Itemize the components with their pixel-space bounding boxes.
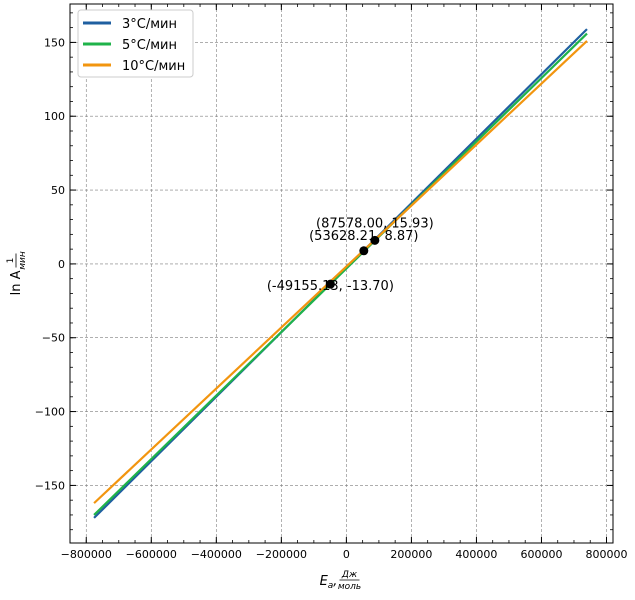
ticks-layer: −800000 −600000 −400000 −200000 0 200000 40000…: [35, 4, 627, 561]
point-label-1: (-49155.13, -13.70): [267, 279, 394, 294]
y-tick-label: 0: [58, 258, 65, 271]
x-tick-label: −400000: [191, 548, 242, 561]
x-axis-symbol: E: [320, 574, 329, 589]
x-tick-label: 400000: [455, 548, 497, 561]
points-layer: [325, 235, 380, 289]
x-tick-label: −600000: [126, 548, 177, 561]
x-tick-label: −200000: [256, 548, 307, 561]
y-axis-label-main: ln A: [9, 270, 24, 295]
x-tick-label: 800000: [585, 548, 627, 561]
intersection-point-3: [370, 235, 380, 245]
y-tick-label: −50: [42, 332, 65, 345]
y-axis-unit-numerator: 1: [6, 258, 16, 264]
x-tick-label: 200000: [390, 548, 432, 561]
x-axis-unit: Дж моль: [338, 570, 361, 592]
y-tick-label: −150: [35, 479, 65, 492]
series-line-2: [93, 32, 588, 516]
x-axis-label: Ea,: [320, 574, 338, 591]
legend-label-10c: 10°C/мин: [122, 59, 185, 74]
x-tick-label: 600000: [520, 548, 562, 561]
intersection-point-2: [359, 246, 369, 256]
legend-label-5c: 5°C/мин: [122, 38, 177, 53]
plot-frame: [69, 3, 614, 544]
legend: 3°C/мин 5°C/мин 10°C/мин: [77, 9, 194, 78]
point-label-3: (87578.00, 15.93): [316, 216, 434, 231]
y-tick-label: 50: [51, 184, 65, 197]
y-axis-label: ln A 1 мин: [6, 251, 28, 295]
series-layer: [93, 28, 588, 519]
y-tick-label: −100: [35, 406, 65, 419]
y-tick-label: 100: [44, 110, 65, 123]
intersection-point-1: [325, 279, 335, 289]
x-axis-unit-numerator: Дж: [341, 570, 358, 580]
legend-box: [77, 9, 194, 78]
point-label-2: (53628.21, 8.87): [309, 229, 418, 244]
legend-label-3c: 3°C/мин: [122, 17, 177, 32]
x-axis-subscript: a: [328, 581, 334, 591]
x-axis-unit-denominator: моль: [338, 582, 361, 592]
x-tick-label: −800000: [61, 548, 112, 561]
y-axis-unit-denominator: мин: [18, 251, 28, 270]
series-line-3: [93, 40, 588, 504]
x-tick-label: 0: [343, 548, 350, 561]
y-tick-label: 150: [44, 36, 65, 49]
